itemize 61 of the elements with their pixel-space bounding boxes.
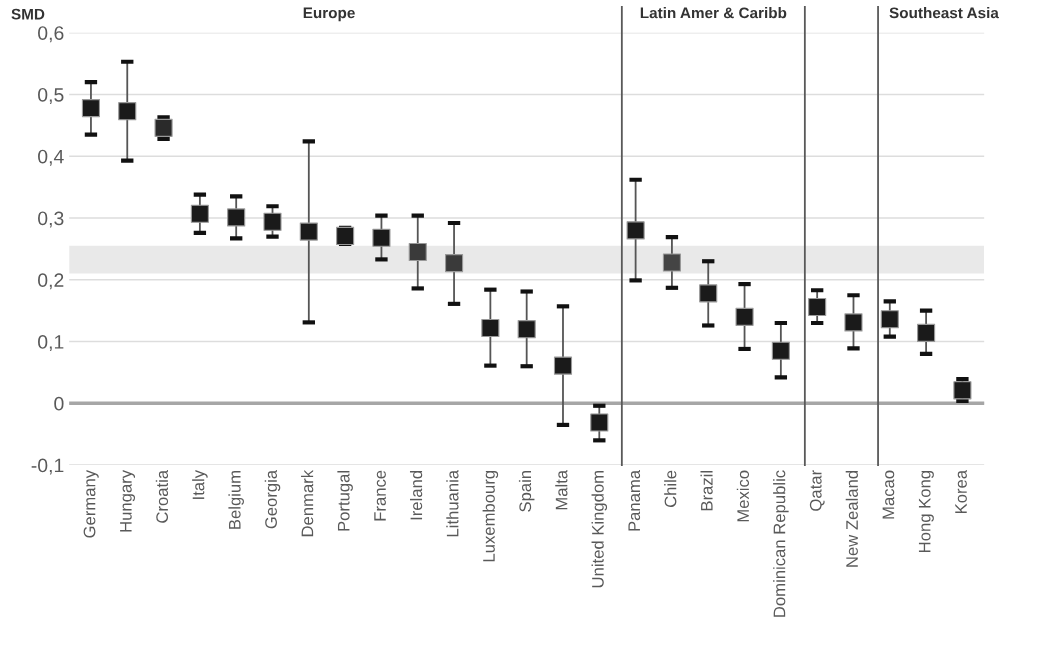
y-tick-label: 0,6 (38, 26, 64, 43)
y-tick-label: 0,3 (38, 211, 64, 228)
x-tick-label: Luxembourg (482, 470, 499, 562)
x-tick-label: Hong Kong (918, 470, 934, 552)
x-tick-label: Qatar (809, 470, 825, 511)
x-tick-label: Germany (83, 469, 99, 538)
x-tick-label: Chile (664, 470, 677, 508)
point (953, 381, 972, 400)
point (190, 204, 209, 223)
y-tick-label: 0,5 (38, 87, 64, 105)
point (444, 254, 464, 273)
point (735, 307, 754, 326)
point (844, 313, 863, 332)
x-tick-label: Italy (192, 469, 208, 499)
text: Latin Amer & Caribb (640, 7, 787, 19)
point (154, 118, 173, 137)
point (626, 221, 645, 240)
x-tick-label: Macao (882, 470, 895, 519)
x-tick-label: Belgium (228, 471, 244, 529)
x-tick-label: Brazil (700, 471, 713, 511)
x-tick-label: Georgia (264, 469, 281, 529)
point (662, 253, 681, 272)
x-tick-label: United Kingdom (591, 471, 608, 588)
y-tick-label: 0,4 (38, 149, 64, 166)
x-tick-label: Mexico (736, 470, 750, 522)
point (263, 212, 282, 231)
x-tick-label: Hungary (120, 469, 136, 532)
x-tick-label: Portugal (337, 471, 353, 531)
y-tick-label: 0,2 (38, 273, 64, 290)
point (590, 413, 609, 432)
point (917, 323, 936, 342)
x-tick-label: Panama (628, 469, 641, 531)
point (553, 356, 573, 375)
point (699, 284, 718, 303)
point (481, 318, 500, 338)
y-axis-title: SMD (11, 8, 45, 20)
x-tick-label: Malta (555, 469, 568, 510)
y-tick-label: 0 (54, 396, 64, 411)
y-tick-label: -0,1 (31, 458, 64, 475)
text: Southeast Asia (889, 7, 999, 19)
point (227, 208, 246, 227)
text: Europe (303, 7, 355, 22)
point (771, 341, 790, 360)
x-tick-label: Denmark (301, 469, 314, 537)
point (299, 222, 318, 241)
x-tick-label: Korea (955, 469, 967, 514)
point (118, 102, 137, 121)
x-tick-label: Ireland (409, 470, 423, 520)
y-tick-label: 0,1 (38, 335, 64, 352)
point (372, 228, 391, 247)
point (880, 310, 899, 329)
x-tick-label: New Zealand (845, 470, 858, 567)
x-tick-label: Spain (518, 470, 535, 512)
point (808, 297, 827, 317)
point (408, 242, 427, 262)
x-tick-label: France (374, 470, 386, 521)
x-tick-label: Croatia (155, 469, 169, 523)
x-tick-label: Dominican Republic (773, 470, 789, 617)
x-tick-label: Lithuania (446, 469, 459, 537)
point (517, 320, 536, 339)
point (81, 99, 101, 118)
